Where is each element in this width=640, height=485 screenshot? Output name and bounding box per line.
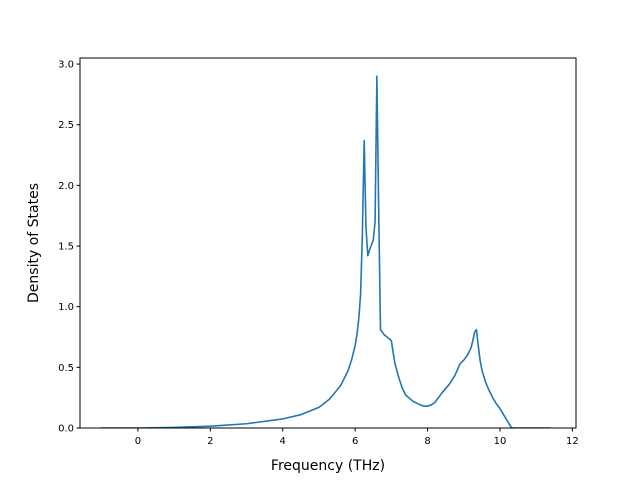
x-tick-label: 2 <box>207 436 213 447</box>
plot-content <box>99 75 551 428</box>
x-tick-label: 10 <box>494 436 507 447</box>
x-tick-label: 4 <box>280 436 286 447</box>
y-ticks: 0.0 0.5 1.0 1.5 2.0 2.5 3.0 <box>58 60 80 435</box>
x-tick-label: 0 <box>135 436 141 447</box>
x-axis-label: Frequency (THz) <box>271 458 385 474</box>
x-ticks: 0 2 4 6 8 10 12 <box>135 428 579 447</box>
dos-series-line <box>99 75 551 428</box>
axes-frame <box>79 57 577 429</box>
y-tick-label: 1.0 <box>58 302 74 313</box>
y-tick-label: 2.0 <box>58 181 74 192</box>
x-tick-label: 6 <box>352 436 358 447</box>
y-tick-label: 0.0 <box>58 424 74 435</box>
x-tick-label: 12 <box>566 436 579 447</box>
y-axis-label: Density of States <box>26 183 42 303</box>
y-tick-label: 2.5 <box>58 120 74 131</box>
y-tick-label: 1.5 <box>58 242 74 253</box>
x-tick-label: 8 <box>424 436 430 447</box>
y-tick-label: 3.0 <box>58 60 74 71</box>
y-tick-label: 0.5 <box>58 363 74 374</box>
